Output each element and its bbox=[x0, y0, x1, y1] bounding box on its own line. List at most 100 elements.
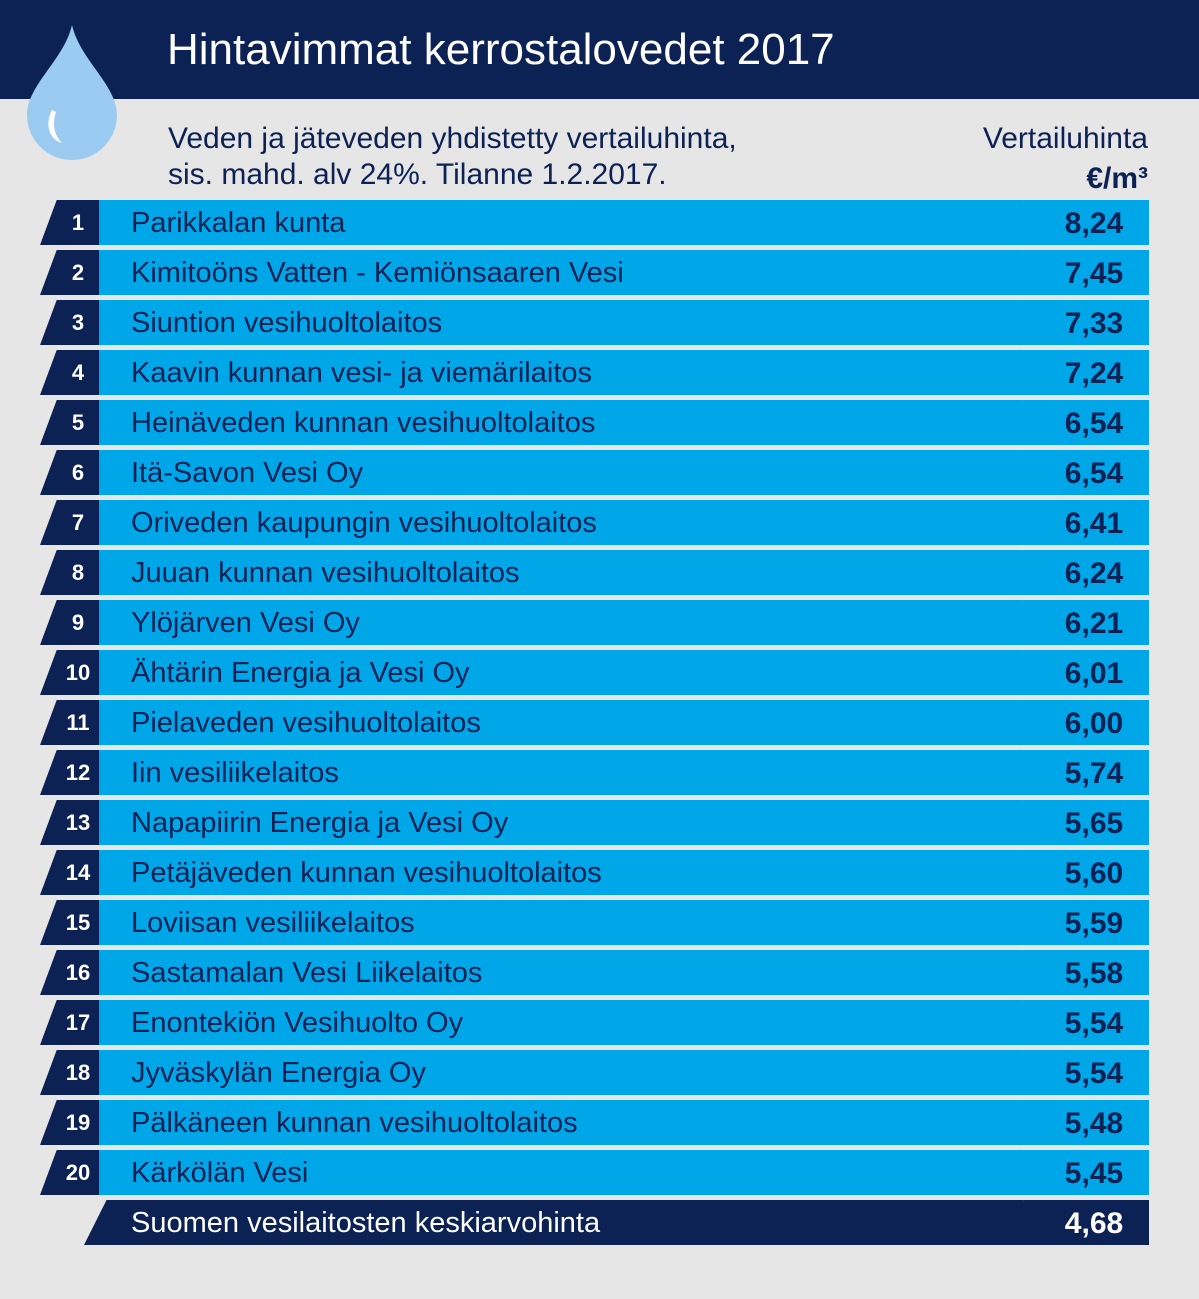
table-row: 1 Parikkalan kunta 8,24 bbox=[0, 200, 1199, 245]
utility-name: Jyväskylän Energia Oy bbox=[131, 1057, 426, 1089]
water-drop-icon bbox=[27, 25, 117, 160]
subtitle-line-1: Veden ja jäteveden yhdistetty vertailuhi… bbox=[168, 122, 737, 155]
table-row: 15 Loviisan vesiliikelaitos 5,59 bbox=[0, 900, 1199, 945]
table-row: 3 Siuntion vesihuoltolaitos 7,33 bbox=[0, 300, 1199, 345]
utility-name: Siuntion vesihuoltolaitos bbox=[131, 307, 443, 339]
utility-name: Parikkalan kunta bbox=[131, 207, 346, 239]
value-bar bbox=[997, 500, 1149, 545]
price-value: 7,33 bbox=[1064, 307, 1124, 340]
price-value: 6,54 bbox=[1064, 457, 1124, 490]
column-header: Vertailuhinta €/m³ bbox=[983, 119, 1148, 199]
utility-name: Loviisan vesiliikelaitos bbox=[131, 907, 415, 939]
utility-name: Kimitoöns Vatten - Kemiönsaaren Vesi bbox=[131, 257, 624, 289]
name-bar bbox=[99, 1150, 1024, 1195]
name-bar bbox=[99, 850, 1024, 895]
rank-number: 7 bbox=[71, 510, 85, 535]
utility-name: Sastamalan Vesi Liikelaitos bbox=[131, 957, 483, 989]
name-bar bbox=[99, 1000, 1024, 1045]
utility-name: Petäjäveden kunnan vesihuoltolaitos bbox=[131, 857, 602, 889]
table-row: 7 Oriveden kaupungin vesihuoltolaitos 6,41 bbox=[0, 500, 1199, 545]
rank-number: 11 bbox=[66, 710, 90, 735]
table-row: 6 Itä-Savon Vesi Oy 6,54 bbox=[0, 450, 1199, 495]
value-bar bbox=[997, 1000, 1149, 1045]
average-row: Suomen vesilaitosten keskiarvohinta 4,68 bbox=[0, 1200, 1199, 1245]
utility-name: Itä-Savon Vesi Oy bbox=[131, 457, 364, 489]
table-row: 20 Kärkölän Vesi 5,45 bbox=[0, 1150, 1199, 1195]
table-row: 16 Sastamalan Vesi Liikelaitos 5,58 bbox=[0, 950, 1199, 995]
rank-number: 16 bbox=[65, 960, 91, 985]
value-bar bbox=[997, 650, 1149, 695]
name-bar bbox=[99, 650, 1024, 695]
value-bar bbox=[997, 300, 1149, 345]
value-bar bbox=[997, 400, 1149, 445]
column-unit: €/m³ bbox=[1086, 162, 1148, 195]
table-row: 9 Ylöjärven Vesi Oy 6,21 bbox=[0, 600, 1199, 645]
utility-name: Iin vesiliikelaitos bbox=[131, 757, 339, 789]
value-bar bbox=[997, 1100, 1149, 1145]
rank-number: 12 bbox=[65, 760, 91, 785]
name-bar bbox=[99, 1100, 1024, 1145]
price-value: 6,54 bbox=[1064, 407, 1124, 440]
price-value: 5,45 bbox=[1064, 1157, 1124, 1190]
name-bar bbox=[99, 250, 1024, 295]
name-bar bbox=[99, 1050, 1024, 1095]
rank-number: 9 bbox=[71, 610, 85, 635]
name-bar bbox=[99, 600, 1024, 645]
price-value: 6,00 bbox=[1064, 707, 1124, 740]
name-bar bbox=[99, 800, 1024, 845]
utility-name: Kärkölän Vesi bbox=[131, 1157, 309, 1189]
value-bar bbox=[997, 250, 1149, 295]
value-bar bbox=[997, 450, 1149, 495]
rank-number: 8 bbox=[71, 560, 85, 585]
price-value: 6,01 bbox=[1064, 657, 1124, 690]
table-row: 5 Heinäveden kunnan vesihuoltolaitos 6,54 bbox=[0, 400, 1199, 445]
table-row: 8 Juuan kunnan vesihuoltolaitos 6,24 bbox=[0, 550, 1199, 595]
value-bar bbox=[997, 800, 1149, 845]
rank-number: 1 bbox=[71, 210, 85, 235]
table-row: 10 Ähtärin Energia ja Vesi Oy 6,01 bbox=[0, 650, 1199, 695]
utility-name: Pielaveden vesihuoltolaitos bbox=[131, 707, 481, 739]
utility-name: Oriveden kaupungin vesihuoltolaitos bbox=[131, 507, 597, 539]
rank-number: 5 bbox=[71, 410, 85, 435]
name-bar bbox=[99, 900, 1024, 945]
utility-name: Kaavin kunnan vesi- ja viemärilaitos bbox=[131, 357, 592, 389]
rank-number: 4 bbox=[71, 360, 85, 385]
rank-number: 18 bbox=[65, 1060, 91, 1085]
utility-name: Heinäveden kunnan vesihuoltolaitos bbox=[131, 407, 596, 439]
price-value: 5,65 bbox=[1064, 807, 1124, 840]
value-bar bbox=[997, 1150, 1149, 1195]
value-bar bbox=[997, 550, 1149, 595]
price-value: 5,54 bbox=[1064, 1007, 1124, 1040]
utility-name: Ylöjärven Vesi Oy bbox=[131, 607, 360, 639]
page-title: Hintavimmat kerrostalovedet 2017 bbox=[167, 25, 835, 74]
name-bar bbox=[99, 500, 1024, 545]
rank-number: 13 bbox=[65, 810, 91, 835]
value-bar bbox=[997, 950, 1149, 995]
utility-name: Ähtärin Energia ja Vesi Oy bbox=[131, 657, 470, 689]
price-value: 7,45 bbox=[1064, 257, 1124, 290]
price-value: 7,24 bbox=[1064, 357, 1124, 390]
name-bar bbox=[99, 550, 1024, 595]
price-value: 6,41 bbox=[1064, 507, 1124, 540]
rank-number: 3 bbox=[71, 310, 85, 335]
value-bar bbox=[997, 700, 1149, 745]
rank-number: 6 bbox=[71, 460, 85, 485]
name-bar bbox=[99, 300, 1024, 345]
utility-name: Enontekiön Vesihuolto Oy bbox=[131, 1007, 464, 1039]
value-bar bbox=[997, 750, 1149, 795]
subtitle-line-2: sis. mahd. alv 24%. Tilanne 1.2.2017. bbox=[168, 158, 667, 191]
rank-number: 17 bbox=[65, 1010, 91, 1035]
name-bar bbox=[99, 750, 1024, 795]
value-bar bbox=[997, 600, 1149, 645]
table-row: 18 Jyväskylän Energia Oy 5,54 bbox=[0, 1050, 1199, 1095]
value-bar bbox=[997, 900, 1149, 945]
name-bar bbox=[99, 700, 1024, 745]
table-row: 14 Petäjäveden kunnan vesihuoltolaitos 5,6… bbox=[0, 850, 1199, 895]
price-value: 8,24 bbox=[1064, 207, 1124, 240]
name-bar bbox=[99, 200, 1024, 245]
price-value: 5,74 bbox=[1064, 757, 1124, 790]
price-value: 6,24 bbox=[1064, 557, 1124, 590]
rank-number: 15 bbox=[65, 910, 91, 935]
subtitle: Veden ja jäteveden yhdistetty vertailuhi… bbox=[168, 121, 737, 193]
table-row: 11 Pielaveden vesihuoltolaitos 6,00 bbox=[0, 700, 1199, 745]
